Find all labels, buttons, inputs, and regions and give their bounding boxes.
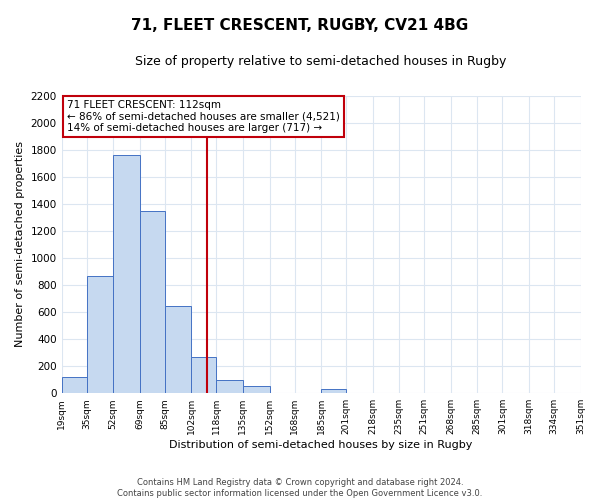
Title: Size of property relative to semi-detached houses in Rugby: Size of property relative to semi-detach… <box>136 55 507 68</box>
Text: 71, FLEET CRESCENT, RUGBY, CV21 4BG: 71, FLEET CRESCENT, RUGBY, CV21 4BG <box>131 18 469 32</box>
Text: 71 FLEET CRESCENT: 112sqm
← 86% of semi-detached houses are smaller (4,521)
14% : 71 FLEET CRESCENT: 112sqm ← 86% of semi-… <box>67 100 340 133</box>
Bar <box>217 380 243 393</box>
Bar <box>191 356 217 393</box>
Y-axis label: Number of semi-detached properties: Number of semi-detached properties <box>15 142 25 348</box>
Bar <box>243 386 269 393</box>
Bar <box>86 276 113 393</box>
Bar <box>113 155 140 393</box>
X-axis label: Distribution of semi-detached houses by size in Rugby: Distribution of semi-detached houses by … <box>169 440 473 450</box>
Bar <box>140 210 165 393</box>
Bar <box>321 389 346 393</box>
Text: Contains HM Land Registry data © Crown copyright and database right 2024.
Contai: Contains HM Land Registry data © Crown c… <box>118 478 482 498</box>
Bar <box>62 377 86 393</box>
Bar <box>165 306 191 393</box>
